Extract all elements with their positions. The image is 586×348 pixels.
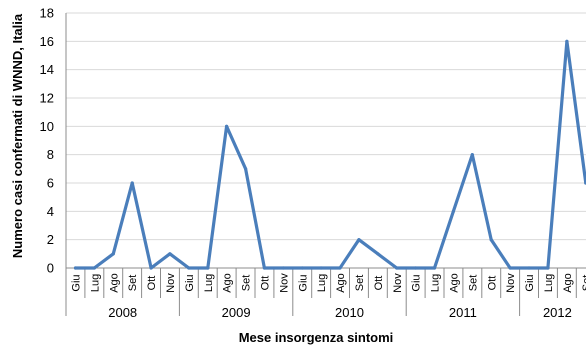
year-labels: 2008 2009 2010 2011 2012 — [108, 305, 572, 320]
data-point — [414, 266, 418, 270]
y-tick-label: 0 — [47, 261, 54, 276]
y-tick-label: 18 — [40, 6, 54, 21]
y-tick-label: 14 — [40, 62, 54, 77]
data-point — [149, 266, 153, 270]
y-axis-title: Numero casi confermati di WNND, Italia — [10, 13, 25, 258]
data-point — [357, 238, 361, 242]
data-point — [73, 266, 78, 270]
data-point — [527, 266, 531, 270]
x-tick-label: Lug — [203, 274, 215, 292]
x-axis-title: Mese insorgenza sintomi — [239, 330, 394, 345]
series-line — [73, 39, 586, 270]
data-point — [432, 266, 437, 270]
x-tick-label: Giu — [524, 274, 536, 291]
x-tick-label: Nov — [278, 273, 290, 293]
data-point — [111, 252, 115, 256]
x-tick-labels: Giu Lug Ago Set Ott Nov Giu Lug Ago Set Ott Nov Giu L… — [70, 273, 586, 293]
data-point — [338, 266, 342, 270]
x-tick-label: Giu — [184, 274, 196, 291]
y-tick-label: 8 — [47, 147, 54, 162]
x-tick-label: Set — [354, 275, 366, 292]
y-tick-label: 16 — [40, 34, 54, 49]
data-point — [376, 252, 380, 256]
data-point — [92, 266, 96, 270]
x-tick-label: Giu — [411, 274, 423, 291]
data-point — [225, 124, 229, 128]
data-point — [319, 266, 323, 270]
x-tick-label: Ott — [146, 276, 158, 291]
y-tick-label: 12 — [40, 91, 54, 106]
year-label-2008: 2008 — [108, 305, 137, 320]
x-tick-label: Set — [467, 275, 479, 292]
x-tick-label: Lug — [430, 274, 442, 292]
y-tick-labels: 0 2 4 6 8 10 12 14 16 18 — [40, 6, 54, 276]
y-tick-label: 10 — [40, 119, 54, 134]
data-point — [262, 266, 266, 270]
x-tick-label: Set — [127, 275, 139, 292]
data-point — [508, 266, 512, 270]
x-tick-label: Ago — [562, 273, 574, 293]
data-points — [73, 39, 586, 270]
data-point — [244, 167, 248, 171]
data-point — [187, 266, 191, 270]
x-tick-label: Ott — [259, 276, 271, 291]
year-label-2011: 2011 — [449, 305, 477, 320]
year-label-2010: 2010 — [335, 305, 364, 320]
y-tick-label: 2 — [47, 232, 54, 247]
x-tick-label: Lug — [316, 274, 328, 292]
x-tick-label: Set — [241, 275, 253, 292]
x-tick-label: Nov — [165, 273, 177, 293]
data-point — [451, 209, 455, 213]
year-label-2012: 2012 — [543, 305, 572, 320]
y-tick-label: 6 — [47, 176, 54, 191]
x-tick-label: Nov — [392, 273, 404, 293]
data-point — [470, 153, 474, 157]
x-tick-label: Ago — [222, 273, 234, 293]
data-point — [489, 238, 493, 242]
x-tick-label: Set — [581, 275, 586, 292]
data-point — [565, 39, 569, 43]
x-tick-label: Giu — [70, 274, 82, 291]
x-tick-label: Ago — [108, 273, 120, 293]
data-point — [206, 266, 210, 270]
x-tick-label: Ott — [373, 276, 385, 291]
x-tick-label: Ott — [486, 276, 498, 291]
x-tick-label: Nov — [505, 273, 517, 293]
data-point — [546, 266, 550, 270]
data-point — [130, 181, 134, 185]
data-point — [168, 252, 172, 256]
data-point — [300, 266, 304, 270]
grid-lines — [66, 12, 586, 241]
x-tick-label: Ago — [448, 273, 460, 293]
data-point — [281, 266, 285, 270]
x-tick-label: Lug — [543, 274, 555, 292]
year-label-2009: 2009 — [222, 305, 251, 320]
x-tick-label: Lug — [89, 274, 101, 292]
x-tick-label: Giu — [297, 274, 309, 291]
y-tick-label: 4 — [47, 204, 54, 219]
data-point — [395, 266, 399, 270]
axes — [65, 13, 586, 316]
x-tick-label: Ago — [335, 273, 347, 293]
